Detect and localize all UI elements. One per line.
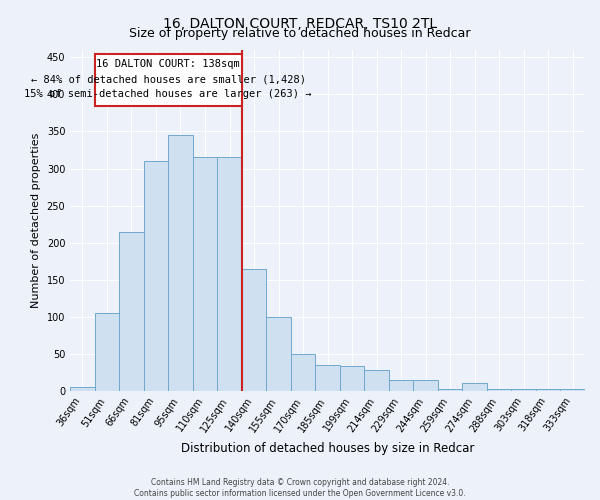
Bar	[511, 388, 536, 391]
Bar	[242, 268, 266, 391]
Text: 15% of semi-detached houses are larger (263) →: 15% of semi-detached houses are larger (…	[25, 90, 312, 100]
Bar	[316, 365, 340, 391]
Bar	[193, 158, 217, 391]
Bar	[266, 316, 291, 391]
Text: ← 84% of detached houses are smaller (1,428): ← 84% of detached houses are smaller (1,…	[31, 74, 306, 85]
Bar	[560, 390, 585, 391]
Text: Size of property relative to detached houses in Redcar: Size of property relative to detached ho…	[129, 28, 471, 40]
Text: 16 DALTON COURT: 138sqm: 16 DALTON COURT: 138sqm	[97, 59, 240, 69]
Bar	[119, 232, 144, 391]
Bar	[217, 158, 242, 391]
Bar	[463, 384, 487, 391]
X-axis label: Distribution of detached houses by size in Redcar: Distribution of detached houses by size …	[181, 442, 474, 455]
FancyBboxPatch shape	[95, 54, 242, 106]
Y-axis label: Number of detached properties: Number of detached properties	[31, 132, 41, 308]
Bar	[364, 370, 389, 391]
Text: 16, DALTON COURT, REDCAR, TS10 2TL: 16, DALTON COURT, REDCAR, TS10 2TL	[163, 18, 437, 32]
Bar	[168, 135, 193, 391]
Bar	[438, 388, 463, 391]
Bar	[340, 366, 364, 391]
Text: Contains HM Land Registry data © Crown copyright and database right 2024.
Contai: Contains HM Land Registry data © Crown c…	[134, 478, 466, 498]
Bar	[291, 354, 316, 391]
Bar	[95, 313, 119, 391]
Bar	[389, 380, 413, 391]
Bar	[413, 380, 438, 391]
Bar	[70, 387, 95, 391]
Bar	[144, 161, 168, 391]
Bar	[536, 390, 560, 391]
Bar	[487, 388, 511, 391]
